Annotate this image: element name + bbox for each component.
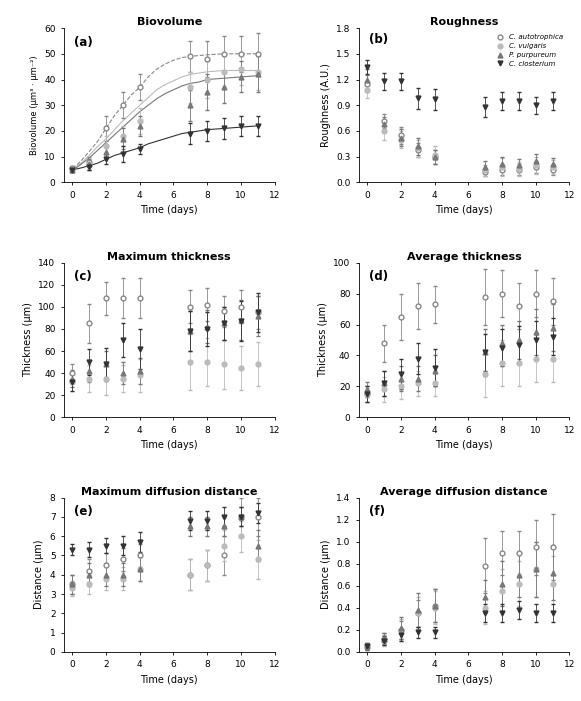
X-axis label: Time (days): Time (days) bbox=[435, 205, 493, 215]
Title: Maximum thickness: Maximum thickness bbox=[107, 252, 231, 262]
Title: Roughness: Roughness bbox=[430, 18, 498, 27]
Legend: C. autotrophica, C. vulgaris, P. purpureum, C. closterium: C. autotrophica, C. vulgaris, P. purpure… bbox=[490, 32, 566, 69]
Text: (d): (d) bbox=[370, 271, 389, 283]
Text: (e): (e) bbox=[74, 505, 93, 518]
Y-axis label: Distance (μm): Distance (μm) bbox=[321, 540, 331, 609]
Text: (f): (f) bbox=[370, 505, 385, 518]
X-axis label: Time (days): Time (days) bbox=[141, 675, 198, 685]
X-axis label: Time (days): Time (days) bbox=[435, 675, 493, 685]
Title: Maximum diffusion distance: Maximum diffusion distance bbox=[81, 486, 257, 497]
Text: (a): (a) bbox=[74, 36, 93, 49]
Y-axis label: Biovolume (μm³ · μm⁻²): Biovolume (μm³ · μm⁻²) bbox=[30, 55, 38, 155]
X-axis label: Time (days): Time (days) bbox=[141, 205, 198, 215]
X-axis label: Time (days): Time (days) bbox=[141, 440, 198, 450]
Title: Average diffusion distance: Average diffusion distance bbox=[381, 486, 548, 497]
Y-axis label: Roughness (A.U.): Roughness (A.U.) bbox=[321, 63, 331, 147]
Y-axis label: Thickness (μm): Thickness (μm) bbox=[318, 303, 328, 377]
Text: (b): (b) bbox=[370, 33, 389, 46]
Y-axis label: Thickness (μm): Thickness (μm) bbox=[23, 303, 33, 377]
Text: (c): (c) bbox=[74, 271, 92, 283]
Y-axis label: Distance (μm): Distance (μm) bbox=[34, 540, 44, 609]
Title: Average thickness: Average thickness bbox=[407, 252, 522, 262]
X-axis label: Time (days): Time (days) bbox=[435, 440, 493, 450]
Title: Biovolume: Biovolume bbox=[137, 18, 202, 27]
